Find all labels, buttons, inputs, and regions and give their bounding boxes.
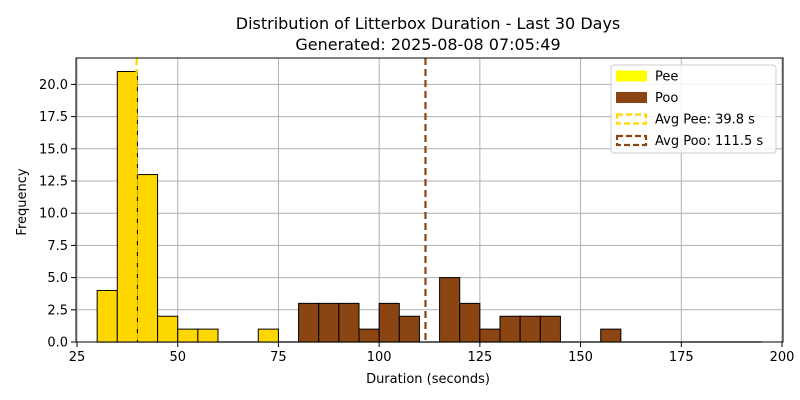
- chart-subtitle: Generated: 2025-08-08 07:05:49: [295, 35, 560, 54]
- bar-pee: [96, 289, 118, 343]
- x-tick-label: 150: [568, 350, 593, 365]
- legend-label: Pee: [655, 70, 678, 85]
- x-tick-label: 200: [770, 350, 795, 365]
- y-tick-label: 17.5: [39, 110, 68, 125]
- grid: [76, 58, 783, 343]
- y-ticks: 0.0 2.5 5.0 7.5 10.0 12.5 15.0 17.5 20.0: [39, 78, 76, 351]
- average-lines: [135, 58, 427, 342]
- bar-poo: [338, 302, 360, 343]
- bar-pee: [257, 328, 279, 343]
- plot-frame: [75, 57, 784, 343]
- bar-poo: [358, 328, 380, 343]
- bar-pee: [157, 315, 179, 343]
- x-tick-label: 25: [69, 350, 86, 365]
- bar-pee: [116, 71, 138, 343]
- bar-poo: [600, 328, 622, 343]
- legend-label: Avg Poo: 111.5 s: [655, 134, 763, 149]
- legend-label: Avg Pee: 39.8 s: [655, 113, 755, 128]
- x-axis-label: Duration (seconds): [366, 372, 490, 387]
- y-tick-label: 15.0: [39, 142, 68, 157]
- y-axis-label: Frequency: [15, 168, 30, 235]
- legend-swatch: [615, 134, 648, 147]
- legend: Pee Poo Avg Pee: 39.8 s Avg Poo: 111.5 s: [610, 64, 777, 154]
- bar-pee: [197, 328, 219, 343]
- bar-poo: [318, 302, 340, 343]
- chart-title: Distribution of Litterbox Duration - Las…: [236, 14, 621, 33]
- bar-poo: [298, 302, 320, 343]
- bar-poo: [519, 315, 541, 343]
- legend-label: Poo: [655, 91, 678, 106]
- bar-poo: [439, 277, 461, 343]
- legend-swatch: [615, 113, 648, 125]
- x-tick-label: 50: [169, 350, 186, 365]
- axes: [75, 57, 784, 343]
- bar-poo: [398, 315, 420, 343]
- bar-poo: [479, 328, 501, 343]
- bar-poo: [499, 315, 521, 343]
- x-ticks: 25 50 75 100 125 150 175 200: [69, 342, 795, 365]
- legend-swatch: [616, 70, 647, 82]
- y-tick-label: 2.5: [47, 303, 68, 318]
- x-tick-label: 175: [669, 350, 694, 365]
- y-tick-label: 5.0: [47, 271, 68, 286]
- legend-swatch: [616, 92, 647, 103]
- bar-poo: [378, 302, 400, 343]
- bar-poo: [459, 302, 481, 343]
- y-tick-label: 10.0: [39, 207, 68, 222]
- x-tick-label: 75: [270, 350, 287, 365]
- y-tick-label: 20.0: [39, 78, 68, 93]
- bar-poo: [539, 315, 561, 343]
- bar-pee: [177, 328, 199, 343]
- x-tick-label: 125: [467, 350, 492, 365]
- y-tick-label: 12.5: [39, 175, 68, 190]
- bar-pee: [136, 174, 159, 343]
- y-tick-label: 0.0: [47, 336, 68, 351]
- y-tick-label: 7.5: [47, 239, 68, 254]
- x-tick-label: 100: [367, 350, 392, 365]
- legend-box: [610, 64, 777, 154]
